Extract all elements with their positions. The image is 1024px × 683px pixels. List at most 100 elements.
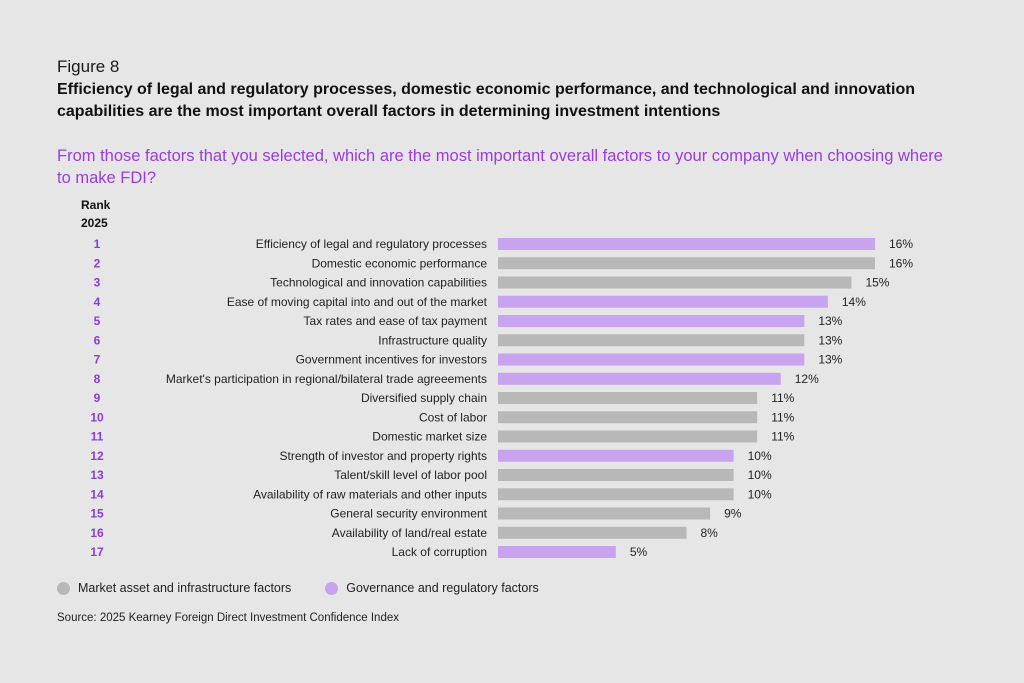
bar-row: 15 General security environment 9% (90, 507, 741, 521)
bar-row: 7 Government incentives for investors 13% (94, 353, 843, 367)
legend-item-governance: Governance and regulatory factors (325, 581, 539, 595)
bar-row: 4 Ease of moving capital into and out of … (94, 295, 867, 309)
category-label: Cost of labor (419, 410, 487, 424)
bar (498, 430, 758, 443)
category-label: Diversified supply chain (361, 391, 487, 405)
rank-number: 3 (94, 276, 101, 290)
rank-number: 4 (94, 295, 101, 309)
rank-number: 13 (90, 468, 104, 482)
bar-row: 12 Strength of investor and property righ… (90, 449, 772, 463)
rank-header-line1: Rank (81, 198, 111, 212)
bar (498, 315, 805, 327)
bar (498, 334, 805, 347)
figure-label: Figure 8 (57, 57, 120, 76)
category-label: Strength of investor and property rights (280, 449, 487, 463)
bar-row: 13 Talent/skill level of labor pool 10% (90, 468, 772, 482)
bar (498, 546, 616, 558)
bar-row: 11 Domestic market size 11% (91, 430, 795, 444)
bar-row: 3 Technological and innovation capabiliti… (94, 276, 890, 290)
bar-row: 6 Infrastructure quality 13% (94, 333, 843, 347)
legend-item-market: Market asset and infrastructure factors (57, 581, 291, 595)
category-label: Tax rates and ease of tax payment (304, 314, 488, 328)
data-label: 10% (748, 449, 772, 463)
rank-number: 6 (94, 333, 101, 347)
chart-title: Efficiency of legal and regulatory proce… (57, 81, 915, 120)
bar (498, 526, 687, 539)
data-label: 13% (818, 314, 842, 328)
category-label: Availability of raw materials and other … (253, 487, 487, 501)
bar (498, 392, 758, 404)
data-label: 10% (748, 487, 772, 501)
legend-label-governance: Governance and regulatory factors (346, 581, 539, 595)
bar (498, 449, 734, 462)
data-label: 14% (842, 295, 866, 309)
data-label: 9% (724, 507, 742, 521)
category-label: Market's participation in regional/bilat… (166, 372, 487, 386)
bar (498, 276, 852, 289)
rank-number: 1 (94, 237, 101, 251)
data-label: 13% (818, 333, 842, 347)
bar (498, 295, 828, 308)
bar (498, 488, 734, 501)
bar-row: 14 Availability of raw materials and othe… (90, 487, 772, 501)
data-label: 15% (865, 276, 889, 290)
bar-row: 8 Market's participation in regional/bila… (94, 372, 819, 386)
data-label: 11% (771, 430, 794, 444)
bar (498, 411, 758, 424)
bar-chart: 1 Efficiency of legal and regulatory proc… (90, 237, 914, 559)
category-label: Domestic economic performance (312, 256, 488, 270)
bar-row: 10 Cost of labor 11% (90, 410, 794, 424)
legend: Market asset and infrastructure factors … (57, 581, 573, 595)
rank-number: 16 (90, 526, 104, 540)
data-label: 11% (771, 391, 794, 405)
category-label: General security environment (330, 507, 487, 521)
bar-row: 2 Domestic economic performance 16% (94, 256, 914, 270)
rank-header-line2: 2025 (81, 216, 108, 230)
bar-row: 1 Efficiency of legal and regulatory proc… (94, 237, 914, 251)
category-label: Domestic market size (372, 430, 487, 444)
bar-row: 9 Diversified supply chain 11% (94, 391, 795, 405)
data-label: 10% (748, 468, 772, 482)
legend-label-market: Market asset and infrastructure factors (78, 581, 292, 595)
data-label: 16% (889, 237, 913, 251)
bar-row: 5 Tax rates and ease of tax payment 13% (94, 314, 843, 328)
bar (498, 507, 711, 520)
category-label: Lack of corruption (392, 545, 487, 559)
category-label: Technological and innovation capabilitie… (270, 276, 487, 290)
rank-number: 2 (94, 256, 101, 270)
data-label: 11% (771, 410, 794, 424)
data-label: 12% (795, 372, 819, 386)
bar (498, 372, 781, 385)
survey-question: From those factors that you selected, wh… (57, 147, 943, 187)
rank-number: 11 (91, 430, 104, 444)
data-label: 13% (818, 353, 842, 367)
category-label: Ease of moving capital into and out of t… (227, 295, 488, 309)
category-label: Availability of land/real estate (332, 526, 488, 540)
rank-number: 5 (94, 314, 101, 328)
bar (498, 257, 875, 270)
data-label: 5% (630, 545, 648, 559)
category-label: Government incentives for investors (296, 353, 487, 367)
data-label: 8% (701, 526, 719, 540)
bar-row: 16 Availability of land/real estate 8% (90, 526, 718, 540)
rank-header: Rank 2025 (81, 196, 110, 232)
rank-number: 12 (90, 449, 104, 463)
rank-number: 7 (94, 353, 101, 367)
category-label: Talent/skill level of labor pool (334, 468, 487, 482)
rank-number: 14 (90, 487, 104, 501)
rank-number: 10 (90, 410, 104, 424)
rank-number: 9 (94, 391, 101, 405)
rank-number: 15 (90, 507, 104, 521)
data-label: 16% (889, 256, 913, 270)
source-note: Source: 2025 Kearney Foreign Direct Inve… (57, 612, 399, 624)
bar (498, 353, 805, 366)
rank-number: 8 (94, 372, 101, 386)
bar (498, 469, 734, 481)
legend-swatch-governance (325, 581, 339, 595)
bar (498, 238, 875, 250)
category-label: Infrastructure quality (378, 333, 487, 347)
bar-row: 17 Lack of corruption 5% (90, 545, 647, 559)
category-label: Efficiency of legal and regulatory proce… (256, 237, 487, 251)
legend-swatch-market (57, 581, 70, 595)
rank-number: 17 (90, 545, 104, 559)
